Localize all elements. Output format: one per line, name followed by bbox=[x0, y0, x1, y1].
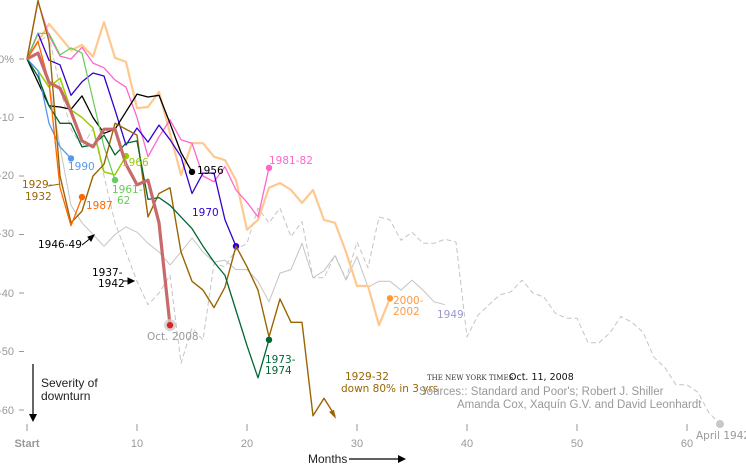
series-line-1987 bbox=[26, 40, 83, 227]
x-tick-label: 50 bbox=[571, 438, 583, 450]
x-axis: Start 10 20 30 40 50 60 bbox=[14, 424, 693, 450]
label-1956: 1956 bbox=[197, 165, 224, 177]
series-line-1970 bbox=[26, 32, 237, 247]
pointer-arrows bbox=[47, 183, 136, 285]
severity-indicator: Severity of downturn bbox=[29, 364, 98, 422]
x-tick-label: 20 bbox=[241, 438, 253, 450]
x-tick-label: 30 bbox=[351, 438, 363, 450]
label-2000-2002: 2000- bbox=[393, 295, 424, 307]
end-point-1961-62 bbox=[111, 176, 119, 184]
months-label: Months bbox=[308, 452, 347, 466]
label-1937-1942-b: 1942 bbox=[98, 278, 125, 290]
y-tick-label: -10 bbox=[0, 112, 14, 124]
nyt-logo: THE NEW YORK TIMES bbox=[427, 374, 514, 382]
label-oct-2008: Oct. 2008 bbox=[147, 331, 199, 343]
end-point-1981-82 bbox=[265, 164, 273, 172]
label-1981-82: 1981-82 bbox=[269, 155, 313, 167]
end-arrow-1929-32 bbox=[329, 409, 336, 419]
end-point-1973-1974 bbox=[265, 336, 273, 343]
severity-label: Severity of bbox=[41, 376, 98, 390]
end-point-1990 bbox=[67, 155, 75, 162]
y-tick-label: 0% bbox=[0, 54, 14, 66]
y-axis: 0% -10 -20 -30 -40 -50 -60 bbox=[0, 54, 24, 417]
series-line-1990 bbox=[26, 58, 72, 159]
x-tick-label: 40 bbox=[461, 438, 473, 450]
series-line-1946-49 bbox=[26, 52, 446, 306]
label-1961-62: 1961- bbox=[112, 184, 143, 196]
label-1970: 1970 bbox=[192, 207, 219, 219]
publish-date: Oct. 11, 2008 bbox=[509, 372, 574, 383]
series-line-1973-1974 bbox=[26, 58, 270, 379]
label-1973-1974: 1973- bbox=[265, 354, 296, 366]
end-point-2000-2002 bbox=[386, 295, 394, 302]
credits: THE NEW YORK TIMES Oct. 11, 2008 Sources… bbox=[419, 372, 702, 411]
series-line-1961-62 bbox=[26, 32, 116, 181]
end-point-oct-2008 bbox=[166, 321, 174, 329]
label-1929-32-down: 1929-32 bbox=[345, 371, 389, 383]
y-tick-label: -60 bbox=[0, 405, 14, 417]
series-line-2000-2002 bbox=[26, 21, 392, 327]
label-1973-1974-b: 1974 bbox=[265, 365, 292, 377]
label-april-1942: April 1942 bbox=[696, 430, 746, 442]
authors: Amanda Cox, Xaquín G.V. and David Leonha… bbox=[457, 399, 702, 411]
y-tick-label: -50 bbox=[0, 346, 14, 358]
arrow-head bbox=[127, 277, 136, 285]
y-tick-label: -40 bbox=[0, 288, 14, 300]
sources: Sources:: Standard and Poor's; Robert J.… bbox=[419, 386, 664, 398]
label-1990: 1990 bbox=[68, 161, 95, 173]
x-tick-label: 10 bbox=[131, 438, 143, 450]
label-1937-1942: 1937- bbox=[92, 267, 123, 279]
x-tick-label: Start bbox=[14, 438, 39, 450]
y-tick-label: -20 bbox=[0, 170, 14, 182]
series-line-oct-2008 bbox=[26, 51, 172, 326]
series-line-1929-32 bbox=[26, 0, 336, 417]
arrow-1929-1932 bbox=[47, 183, 61, 187]
arrow-head bbox=[29, 414, 37, 422]
label-1966: 1966 bbox=[122, 157, 149, 169]
end-point-1987 bbox=[78, 193, 86, 201]
arrow-head bbox=[87, 234, 95, 242]
severity-label-b: downturn bbox=[41, 389, 90, 403]
series-line-1966 bbox=[26, 58, 127, 176]
x-tick-label: 60 bbox=[681, 438, 693, 450]
label-1929-1932: 1929- bbox=[22, 179, 53, 191]
label-1961-62-b: 62 bbox=[117, 195, 130, 207]
label-1987: 1987 bbox=[86, 200, 113, 212]
label-1949: 1949 bbox=[437, 309, 464, 321]
arrow-head bbox=[398, 455, 406, 463]
label-2000-2002-b: 2002 bbox=[393, 306, 420, 318]
series-line-1981-82 bbox=[26, 1, 270, 218]
y-tick-label: -30 bbox=[0, 228, 14, 240]
series-lines bbox=[26, 0, 724, 429]
label-1929-32-down-b: down 80% in 3 yrs bbox=[341, 383, 438, 395]
end-point-1937-1942 bbox=[716, 420, 724, 429]
label-1946-49: 1946-49 bbox=[38, 239, 82, 251]
months-indicator: Months bbox=[308, 452, 406, 466]
series-labels: 1990 1929- 1932 1987 1966 1961- 62 1956 … bbox=[22, 155, 746, 442]
label-1929-1932-b: 1932 bbox=[25, 191, 52, 203]
end-point-1956 bbox=[188, 168, 196, 176]
